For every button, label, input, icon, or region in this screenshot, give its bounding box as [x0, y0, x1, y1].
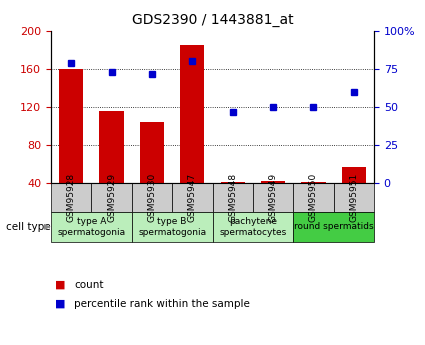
Bar [301, 182, 326, 183]
Text: GSM95929: GSM95929 [107, 173, 116, 222]
Bar [59, 69, 83, 183]
Text: ■: ■ [55, 299, 66, 308]
Bar [132, 183, 172, 212]
Bar [140, 122, 164, 183]
Bar [221, 182, 245, 183]
Bar [51, 183, 91, 212]
Text: type A
spermatogonia: type A spermatogonia [57, 217, 125, 237]
Bar [261, 181, 285, 183]
Bar [180, 45, 204, 183]
Text: GSM95928: GSM95928 [67, 173, 76, 222]
Bar [212, 212, 293, 241]
Bar [334, 183, 374, 212]
Text: cell type: cell type [6, 222, 50, 232]
Bar [342, 167, 366, 183]
Bar [99, 111, 124, 183]
Title: GDS2390 / 1443881_at: GDS2390 / 1443881_at [132, 13, 293, 27]
Text: GSM95947: GSM95947 [188, 173, 197, 222]
Text: GSM95948: GSM95948 [228, 173, 237, 222]
Text: type B
spermatogonia: type B spermatogonia [138, 217, 206, 237]
Text: GSM95930: GSM95930 [147, 173, 156, 222]
Bar [293, 212, 374, 241]
Text: round spermatids: round spermatids [294, 223, 374, 231]
Bar [293, 183, 334, 212]
Text: GSM95950: GSM95950 [309, 173, 318, 222]
Text: percentile rank within the sample: percentile rank within the sample [74, 299, 250, 308]
Bar [132, 212, 212, 241]
Bar [212, 183, 253, 212]
Text: pachytene
spermatocytes: pachytene spermatocytes [219, 217, 286, 237]
Text: count: count [74, 280, 104, 289]
Bar [51, 212, 132, 241]
Text: ■: ■ [55, 280, 66, 289]
Text: GSM95949: GSM95949 [269, 173, 278, 222]
Bar [91, 183, 132, 212]
Text: GSM95951: GSM95951 [349, 173, 358, 222]
Bar [253, 183, 293, 212]
Bar [172, 183, 212, 212]
